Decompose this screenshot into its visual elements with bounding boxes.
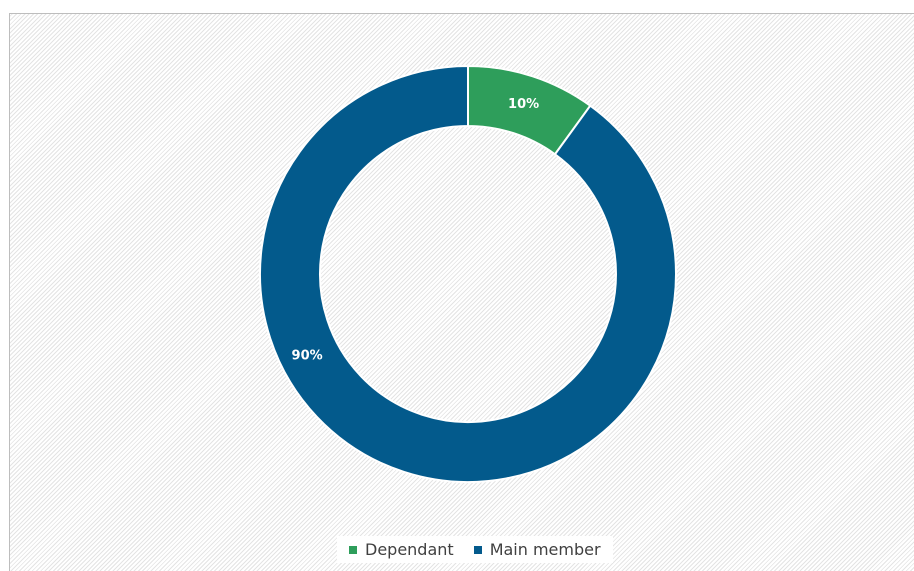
data-label-dependant: 10% (508, 97, 539, 112)
legend-item-main-member: Main member (473, 540, 601, 559)
legend: Dependant Main member (337, 536, 613, 563)
legend-item-dependant: Dependant (349, 540, 454, 559)
legend-swatch-main-member (473, 545, 482, 554)
data-label-main-member: 90% (292, 349, 323, 364)
legend-label-dependant: Dependant (365, 540, 454, 559)
legend-label-main-member: Main member (489, 540, 601, 559)
legend-swatch-dependant (349, 545, 357, 554)
slice-main-member (259, 64, 677, 483)
